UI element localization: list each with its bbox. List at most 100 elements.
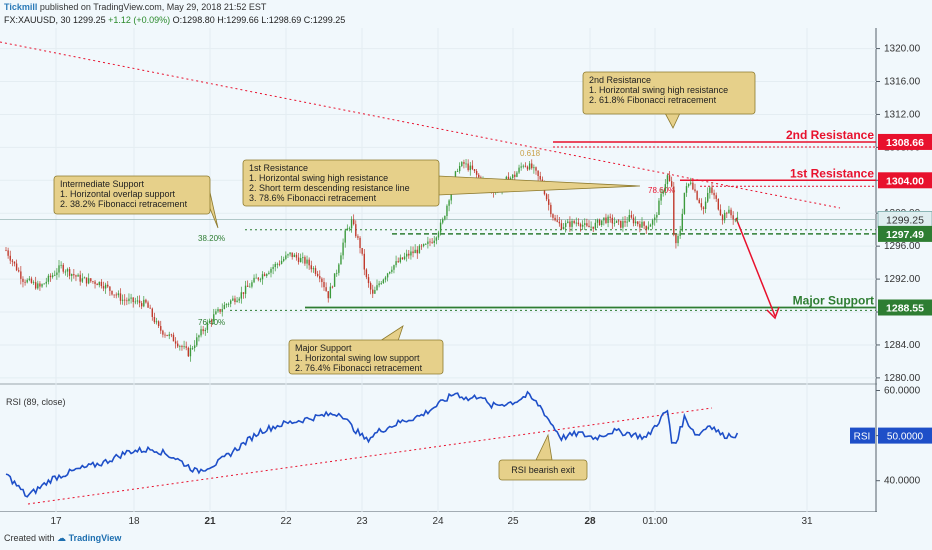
- candle-body: [548, 199, 550, 205]
- tag-resistance-2: [878, 133, 932, 150]
- candle-body: [660, 193, 662, 201]
- candle-body: [405, 253, 408, 257]
- major-support-label: Major Support: [793, 293, 874, 307]
- candle-body: [329, 286, 332, 299]
- candle-body: [478, 174, 480, 178]
- note-major-support-line: 1. Horizontal swing low support: [295, 353, 420, 363]
- candle-body: [276, 263, 279, 265]
- candle-body: [696, 191, 698, 200]
- candle-body: [198, 335, 200, 338]
- candle-body: [719, 209, 722, 216]
- candle-body: [645, 225, 647, 230]
- candle-body: [588, 225, 590, 228]
- candle-body: [369, 283, 372, 290]
- candle-body: [736, 217, 739, 220]
- candle-body: [249, 286, 251, 288]
- candle-body: [293, 254, 296, 258]
- time-tick-label: 28: [584, 516, 596, 527]
- tag-resistance-2-text: 1308.66: [886, 137, 924, 149]
- candle-body: [126, 300, 128, 302]
- candle-body: [232, 298, 234, 301]
- candle-body: [92, 281, 94, 282]
- price-change: +1.12 (+0.09%): [108, 15, 171, 25]
- candle-body: [694, 189, 696, 192]
- tag-intermediate-support: [878, 225, 932, 242]
- candle-body: [81, 278, 84, 282]
- footer-brand[interactable]: TradingView: [68, 533, 122, 543]
- candle-body: [626, 221, 628, 223]
- candle-body: [670, 181, 673, 187]
- candle-body: [647, 226, 650, 230]
- note-resistance-1: [242, 159, 440, 207]
- candle-body: [308, 259, 310, 266]
- ohlc-values: O:1298.80 H:1299.66 L:1298.69 C:1299.25: [172, 15, 346, 25]
- candle-body: [533, 167, 535, 169]
- candle-body: [730, 209, 732, 216]
- price-tick-label: 1316.00: [884, 77, 921, 88]
- candle-body: [5, 250, 7, 252]
- candle-body: [418, 245, 421, 254]
- candle-body: [26, 279, 28, 283]
- candle-body: [302, 257, 304, 259]
- time-tick-label: 21: [204, 516, 216, 527]
- time-axis[interactable]: [0, 512, 932, 530]
- candle-body: [552, 214, 554, 218]
- brand-name[interactable]: Tickmill: [4, 2, 38, 12]
- candle-body: [130, 297, 132, 299]
- candle-body: [327, 291, 329, 299]
- candle-body: [312, 268, 315, 270]
- candle-body: [96, 283, 98, 286]
- candle-body: [270, 268, 272, 273]
- candle-body: [304, 257, 306, 264]
- candle-body: [361, 248, 363, 254]
- candle-body: [24, 281, 26, 283]
- candle-body: [253, 277, 255, 283]
- candle-body: [179, 346, 181, 347]
- candle-body: [389, 271, 391, 274]
- candle-body: [280, 260, 283, 264]
- time-tick-label: 17: [50, 516, 62, 527]
- candle-body: [408, 253, 410, 256]
- candle-body: [564, 223, 567, 227]
- candle-body: [607, 216, 609, 223]
- candle-body: [514, 174, 516, 177]
- candle-body: [592, 226, 594, 229]
- candle-body: [323, 281, 325, 288]
- tag-major-support-text: 1288.55: [886, 302, 924, 314]
- candle-body: [124, 299, 126, 301]
- candle-body: [244, 285, 247, 294]
- candle-body: [261, 274, 264, 280]
- candle-body: [673, 186, 675, 235]
- candle-body: [202, 329, 204, 332]
- resistance-1-label: 1st Resistance: [790, 166, 874, 180]
- candle-body: [71, 274, 73, 276]
- candle-body: [431, 242, 433, 244]
- candle-body: [336, 272, 338, 274]
- candle-body: [172, 334, 175, 342]
- candle-body: [111, 290, 113, 295]
- candle-body: [687, 183, 690, 187]
- candle-body: [518, 167, 520, 173]
- candle-body: [715, 195, 717, 199]
- note-resistance-2-line: 2. 61.8% Fibonacci retracement: [589, 95, 717, 105]
- candle-body: [143, 299, 145, 307]
- candle-body: [263, 274, 266, 276]
- candle-body: [628, 215, 630, 222]
- candle-body: [140, 303, 143, 307]
- candle-body: [225, 304, 228, 306]
- candle-body: [77, 274, 79, 277]
- candle-body: [185, 346, 187, 348]
- candle-body: [153, 316, 156, 323]
- candle-body: [181, 346, 183, 348]
- candle-body: [39, 283, 41, 287]
- candle-body: [632, 217, 635, 224]
- candle-body: [119, 293, 122, 301]
- candle-body: [162, 330, 164, 335]
- candle-body: [206, 322, 209, 330]
- note-resistance-2: [582, 71, 756, 115]
- candle-body: [562, 226, 565, 230]
- candle-body: [598, 219, 601, 226]
- candle-body: [331, 286, 334, 288]
